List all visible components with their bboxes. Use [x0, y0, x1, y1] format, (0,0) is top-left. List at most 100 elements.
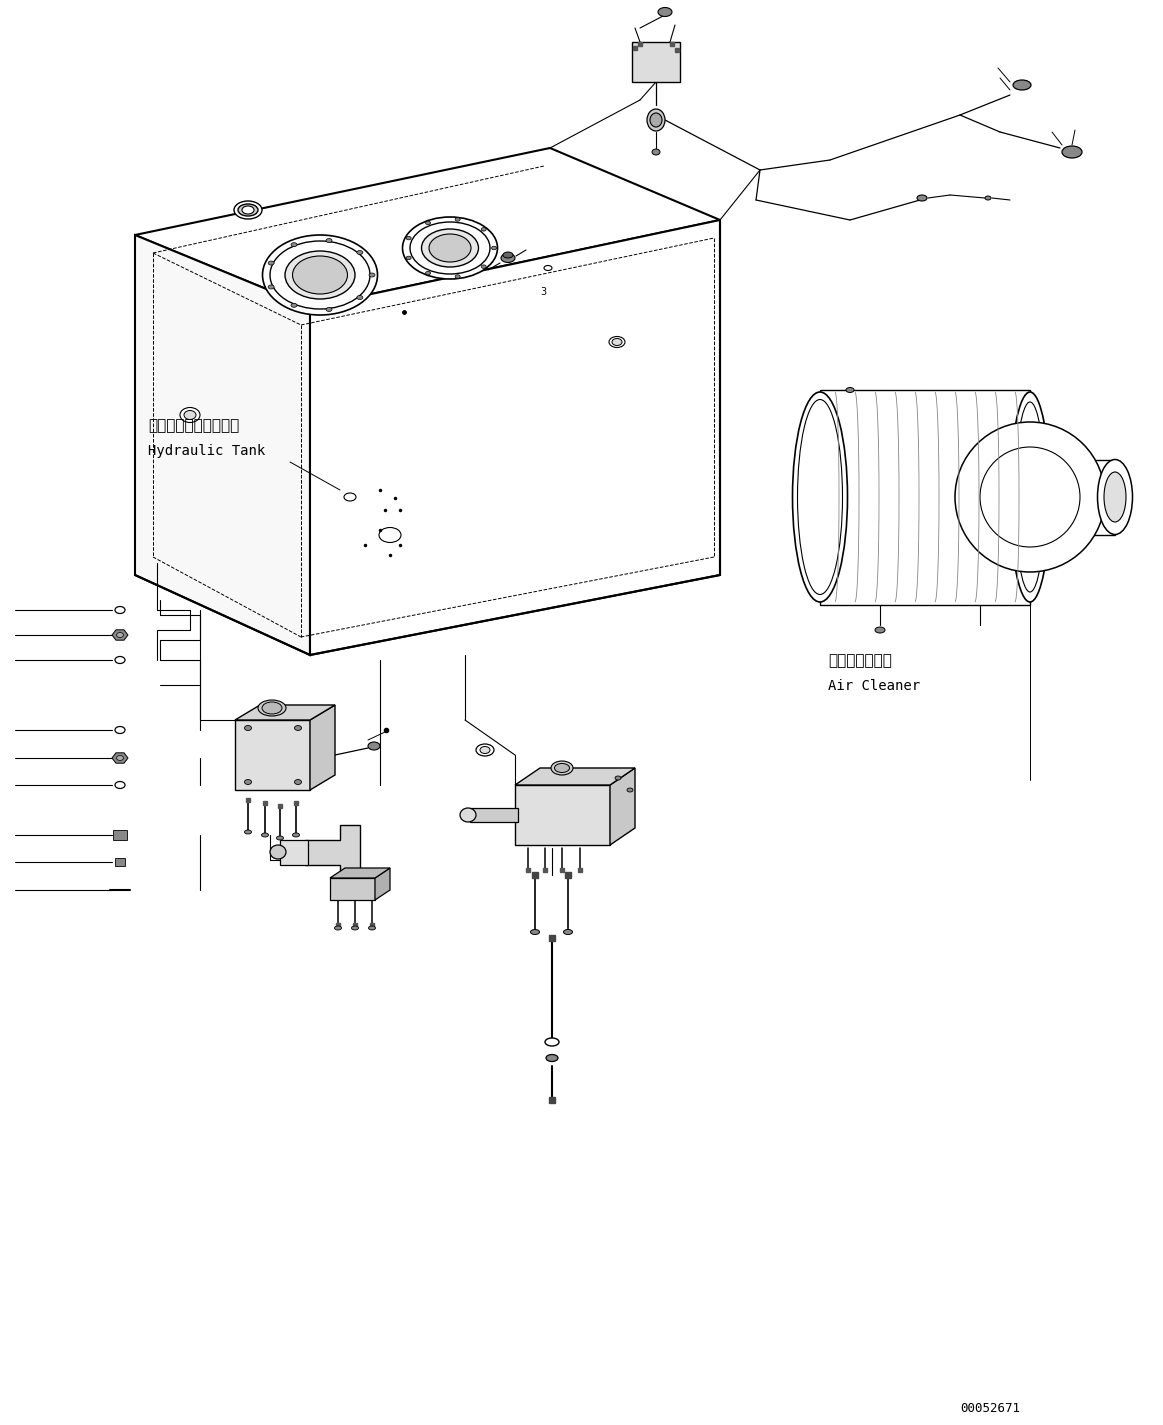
- Ellipse shape: [658, 7, 672, 17]
- Text: ハイドロリックタンク: ハイドロリックタンク: [148, 418, 240, 433]
- Ellipse shape: [116, 755, 123, 761]
- Ellipse shape: [421, 229, 478, 266]
- Polygon shape: [280, 839, 308, 865]
- Ellipse shape: [406, 237, 412, 239]
- Ellipse shape: [530, 929, 540, 935]
- Polygon shape: [135, 148, 720, 306]
- Ellipse shape: [293, 256, 348, 294]
- Ellipse shape: [476, 744, 494, 757]
- Ellipse shape: [545, 1054, 558, 1062]
- Ellipse shape: [369, 926, 376, 931]
- Polygon shape: [632, 41, 680, 83]
- Ellipse shape: [544, 265, 552, 271]
- Polygon shape: [1030, 460, 1115, 534]
- Ellipse shape: [426, 271, 430, 275]
- Ellipse shape: [609, 336, 625, 348]
- Ellipse shape: [262, 703, 281, 714]
- Polygon shape: [112, 630, 128, 640]
- Ellipse shape: [180, 408, 200, 422]
- Polygon shape: [330, 878, 374, 901]
- Ellipse shape: [291, 242, 297, 247]
- Ellipse shape: [545, 1037, 559, 1046]
- Ellipse shape: [115, 657, 124, 664]
- Ellipse shape: [652, 150, 659, 155]
- Ellipse shape: [650, 113, 662, 127]
- Ellipse shape: [263, 235, 378, 315]
- Text: エアークリーナ: エアークリーナ: [828, 653, 892, 668]
- Ellipse shape: [357, 251, 363, 255]
- Ellipse shape: [429, 234, 471, 262]
- Ellipse shape: [461, 808, 476, 822]
- Polygon shape: [112, 752, 128, 764]
- Ellipse shape: [481, 265, 486, 268]
- Ellipse shape: [1009, 392, 1050, 601]
- Ellipse shape: [244, 829, 251, 834]
- Ellipse shape: [344, 493, 356, 502]
- Ellipse shape: [234, 201, 262, 219]
- Ellipse shape: [184, 410, 197, 419]
- Polygon shape: [135, 235, 311, 656]
- Text: Hydraulic Tank: Hydraulic Tank: [148, 445, 265, 457]
- Ellipse shape: [1104, 472, 1126, 522]
- Ellipse shape: [615, 777, 621, 779]
- Ellipse shape: [116, 633, 123, 637]
- Ellipse shape: [115, 607, 124, 614]
- Ellipse shape: [455, 218, 461, 221]
- Ellipse shape: [244, 779, 251, 785]
- Polygon shape: [470, 808, 518, 822]
- Ellipse shape: [351, 926, 358, 931]
- Ellipse shape: [369, 274, 374, 276]
- Ellipse shape: [326, 238, 331, 242]
- Ellipse shape: [115, 781, 124, 788]
- Ellipse shape: [115, 727, 124, 734]
- Ellipse shape: [501, 254, 515, 262]
- Ellipse shape: [293, 834, 300, 836]
- Ellipse shape: [481, 228, 486, 231]
- Text: 00052671: 00052671: [959, 1402, 1020, 1415]
- Ellipse shape: [326, 308, 331, 312]
- Ellipse shape: [555, 764, 570, 772]
- Ellipse shape: [270, 241, 370, 309]
- Ellipse shape: [242, 207, 254, 214]
- Polygon shape: [374, 868, 390, 901]
- Polygon shape: [311, 705, 335, 789]
- Ellipse shape: [244, 725, 251, 731]
- Ellipse shape: [480, 747, 490, 754]
- Ellipse shape: [411, 222, 490, 274]
- Ellipse shape: [492, 247, 497, 249]
- Ellipse shape: [647, 108, 665, 131]
- Ellipse shape: [551, 761, 573, 775]
- Ellipse shape: [258, 700, 286, 715]
- Polygon shape: [305, 825, 361, 878]
- Ellipse shape: [504, 252, 513, 258]
- Ellipse shape: [1062, 145, 1082, 158]
- Ellipse shape: [798, 399, 842, 594]
- Ellipse shape: [406, 256, 412, 259]
- Ellipse shape: [285, 251, 355, 299]
- Polygon shape: [820, 390, 1030, 606]
- Polygon shape: [611, 768, 635, 845]
- Ellipse shape: [294, 725, 301, 731]
- Ellipse shape: [564, 929, 572, 935]
- Text: 3: 3: [540, 286, 547, 296]
- Ellipse shape: [335, 926, 342, 931]
- Polygon shape: [515, 785, 611, 845]
- Polygon shape: [330, 868, 390, 878]
- Ellipse shape: [291, 304, 297, 308]
- Polygon shape: [235, 705, 335, 720]
- Ellipse shape: [368, 742, 380, 750]
- Ellipse shape: [357, 295, 363, 299]
- Ellipse shape: [277, 836, 284, 839]
- Ellipse shape: [294, 779, 301, 785]
- Ellipse shape: [875, 627, 885, 633]
- Polygon shape: [115, 858, 124, 866]
- Circle shape: [955, 422, 1105, 571]
- Polygon shape: [515, 768, 635, 785]
- Ellipse shape: [846, 388, 854, 392]
- Ellipse shape: [262, 834, 269, 836]
- Ellipse shape: [985, 197, 991, 200]
- Ellipse shape: [269, 261, 274, 265]
- Polygon shape: [113, 829, 127, 839]
- Polygon shape: [235, 720, 311, 789]
- Ellipse shape: [1013, 80, 1032, 90]
